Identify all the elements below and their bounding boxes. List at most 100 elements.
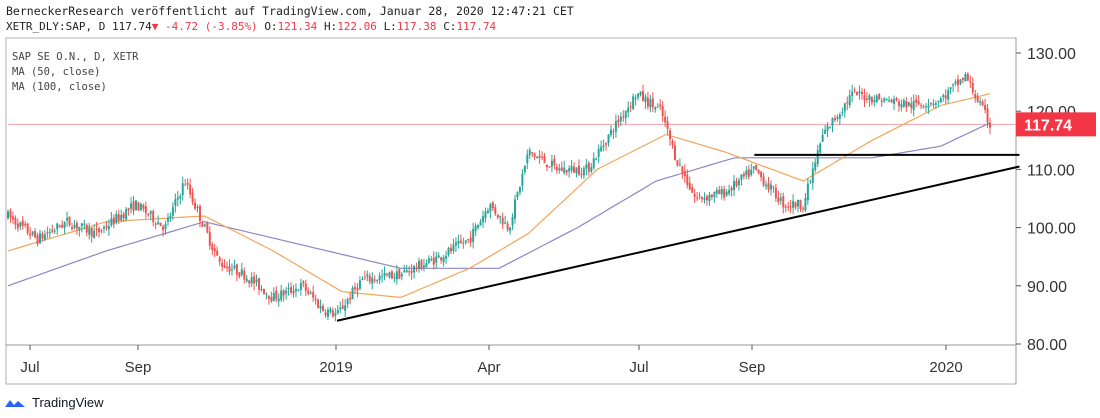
candle-body (639, 91, 642, 95)
candle-body (506, 223, 509, 230)
candle-body (981, 101, 984, 106)
candle (649, 94, 652, 113)
candle (656, 103, 659, 108)
time-tick-label: Sep (739, 359, 766, 376)
candle (14, 215, 17, 230)
candle-body (816, 150, 819, 165)
candle (632, 93, 635, 111)
candle-body (166, 217, 169, 222)
candle (602, 139, 605, 152)
candle (922, 104, 925, 109)
candle (627, 101, 630, 118)
candle (691, 183, 694, 194)
candle (902, 98, 905, 109)
candle-body (853, 89, 856, 91)
candle (565, 169, 568, 176)
candle-body (282, 290, 285, 296)
candle (248, 279, 251, 288)
candle-body (799, 199, 802, 209)
candle-body (895, 98, 898, 101)
candle-body (112, 217, 115, 225)
candle-body (373, 279, 376, 281)
high-value: 122.06 (337, 20, 377, 33)
candle (29, 227, 32, 240)
candle (693, 188, 696, 203)
trendlines[interactable] (336, 153, 1020, 322)
candle (162, 224, 165, 237)
time-axis[interactable]: Jul Sep 2019 Apr Jul Sep 2020 (20, 345, 963, 376)
candle (66, 211, 69, 227)
candle (235, 263, 238, 282)
candle (568, 165, 571, 178)
candle-body (858, 91, 861, 94)
price-tag-box (1016, 112, 1096, 137)
candle-body (144, 206, 147, 214)
candle (639, 91, 642, 97)
candle-body (541, 157, 544, 159)
candle-body (418, 260, 421, 269)
candle-body (794, 202, 797, 208)
candle-body (942, 95, 945, 97)
candle (829, 126, 832, 129)
candle-body (43, 234, 46, 240)
candle-body (856, 91, 859, 96)
candle (181, 176, 184, 201)
candle (779, 192, 782, 205)
candle-body (14, 217, 17, 225)
plot-area[interactable] (5, 37, 1017, 385)
candle (317, 298, 320, 309)
candle (767, 176, 770, 193)
candle-body (843, 103, 846, 112)
candle (676, 160, 679, 167)
price-tick-label: 130.00 (1027, 46, 1076, 63)
candle (36, 232, 39, 247)
candle (792, 194, 795, 214)
candle-body (139, 203, 142, 211)
candle (531, 152, 534, 158)
candle-body (26, 223, 29, 234)
candle-body (597, 149, 600, 157)
candle (644, 93, 647, 109)
candle-body (21, 220, 24, 226)
rising-support-trendline (336, 165, 1020, 322)
candle (654, 106, 657, 113)
candle-body (629, 106, 632, 108)
candle (336, 305, 339, 315)
candle (986, 104, 989, 129)
candle (299, 278, 302, 296)
candle (629, 101, 632, 113)
candle (63, 221, 66, 235)
candle-body (762, 176, 765, 186)
candles[interactable] (7, 71, 991, 322)
candle-body (947, 90, 950, 100)
candle-body (122, 213, 125, 219)
candle (838, 112, 841, 126)
candle-body (681, 166, 684, 173)
candle (979, 97, 982, 106)
candle (41, 231, 44, 242)
candle (297, 288, 300, 292)
candle (302, 280, 305, 288)
candle-body (686, 174, 689, 185)
candle (671, 138, 674, 149)
candle-body (543, 155, 546, 163)
candle (152, 209, 155, 227)
ma50-line (7, 93, 991, 299)
candle (720, 185, 723, 200)
candle (870, 96, 873, 106)
candle-body (715, 190, 718, 194)
candle-body (484, 211, 487, 219)
candle-body (526, 154, 529, 164)
candle-body (66, 217, 69, 221)
candle (211, 242, 214, 256)
candle-body (260, 288, 263, 290)
candle (34, 228, 37, 239)
candle (368, 272, 371, 285)
candle (548, 166, 551, 168)
candle-body (390, 271, 393, 279)
candle (920, 102, 923, 110)
candle-body (590, 167, 593, 172)
candle-body (957, 79, 960, 86)
